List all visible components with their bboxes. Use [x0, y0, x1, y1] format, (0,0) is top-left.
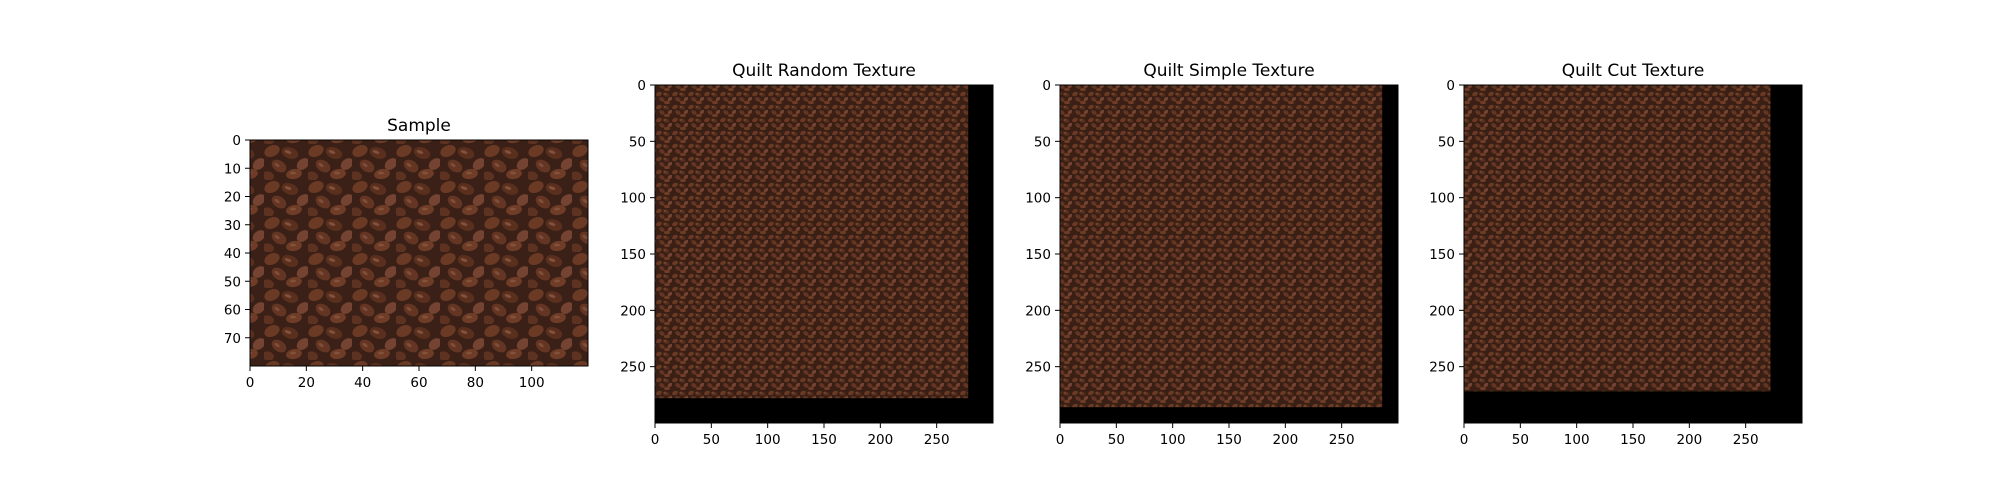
subplot-3: Quilt Cut Texture 0 50 100 150 200 250 0 50 100 15…	[1429, 61, 1803, 448]
texture-image	[655, 85, 969, 399]
y-tick-label: 60	[224, 303, 241, 319]
x-tick-label: 100	[519, 375, 545, 391]
x-tick-label: 20	[298, 375, 315, 391]
x-tick-label: 250	[924, 432, 950, 448]
x-tick-label: 150	[1620, 432, 1646, 448]
x-tick-label: 50	[1108, 432, 1125, 448]
y-tick-label: 150	[1025, 247, 1051, 263]
texture-image	[250, 140, 588, 366]
x-tick-label: 0	[1056, 432, 1065, 448]
y-tick-label: 100	[620, 191, 646, 207]
x-tick-label: 200	[1272, 432, 1298, 448]
subplot-1: Quilt Random Texture 0 50 100 150 200 250 0 50 10…	[620, 61, 994, 448]
y-tick-label: 150	[620, 247, 646, 263]
subplot-0: Sample 0 20 40 60 80 100 0 10 20 30 40 50 60 70	[224, 116, 589, 391]
x-tick-label: 200	[867, 432, 893, 448]
subplot-title: Sample	[387, 116, 451, 136]
x-tick-label: 200	[1676, 432, 1702, 448]
y-tick-label: 200	[1025, 303, 1051, 319]
x-tick-label: 150	[1216, 432, 1242, 448]
subplot-title: Quilt Simple Texture	[1143, 61, 1314, 81]
x-tick-label: 100	[1160, 432, 1186, 448]
x-tick-label: 250	[1733, 432, 1759, 448]
x-tick-label: 40	[354, 375, 371, 391]
x-tick-label: 0	[651, 432, 660, 448]
subplot-title: Quilt Random Texture	[732, 61, 916, 81]
x-tick-label: 150	[811, 432, 837, 448]
y-tick-label: 250	[1429, 360, 1455, 376]
y-tick-label: 50	[1438, 134, 1455, 150]
x-tick-label: 60	[410, 375, 427, 391]
y-tick-label: 50	[224, 274, 241, 290]
y-tick-label: 100	[1429, 191, 1455, 207]
y-tick-label: 0	[1042, 78, 1051, 94]
texture-image	[1464, 85, 1771, 392]
x-tick-label: 100	[755, 432, 781, 448]
x-tick-label: 0	[1460, 432, 1469, 448]
y-tick-label: 250	[620, 360, 646, 376]
texture-image	[1060, 85, 1383, 408]
y-tick-label: 70	[224, 331, 241, 347]
y-tick-label: 20	[224, 190, 241, 206]
y-tick-label: 200	[620, 303, 646, 319]
y-tick-label: 150	[1429, 247, 1455, 263]
y-tick-label: 0	[232, 133, 241, 149]
y-tick-label: 250	[1025, 360, 1051, 376]
y-tick-label: 0	[1446, 78, 1455, 94]
y-tick-label: 50	[629, 134, 646, 150]
x-tick-label: 0	[246, 375, 255, 391]
y-tick-label: 30	[224, 218, 241, 234]
y-tick-label: 50	[1034, 134, 1051, 150]
x-tick-label: 250	[1329, 432, 1355, 448]
y-tick-label: 0	[637, 78, 646, 94]
y-tick-label: 100	[1025, 191, 1051, 207]
subplot-2: Quilt Simple Texture 0 50 100 150 200 250 0 50 10…	[1025, 61, 1399, 448]
subplot-title: Quilt Cut Texture	[1562, 61, 1705, 81]
x-tick-label: 50	[703, 432, 720, 448]
y-tick-label: 200	[1429, 303, 1455, 319]
x-tick-label: 100	[1564, 432, 1590, 448]
y-tick-label: 10	[224, 161, 241, 177]
x-tick-label: 50	[1512, 432, 1529, 448]
x-tick-label: 80	[467, 375, 484, 391]
y-tick-label: 40	[224, 246, 241, 262]
